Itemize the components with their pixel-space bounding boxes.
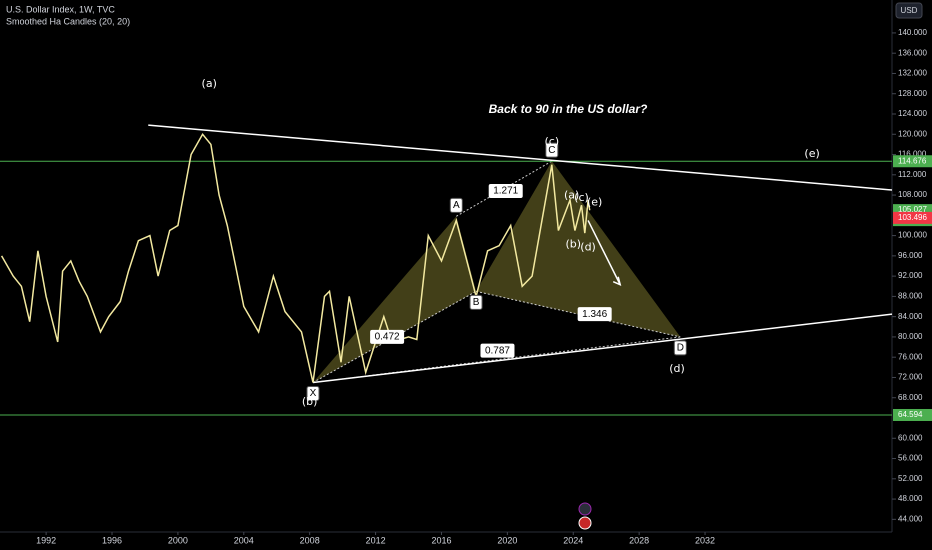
y-tick-label: 140.000 bbox=[898, 28, 927, 37]
y-tick-label: 96.000 bbox=[898, 251, 923, 260]
y-tick-label: 72.000 bbox=[898, 373, 923, 382]
x-tick-label: 2012 bbox=[366, 535, 386, 545]
price-label: 64.594 bbox=[898, 410, 923, 419]
x-tick-label: 2020 bbox=[497, 535, 517, 545]
y-tick-label: 84.000 bbox=[898, 312, 923, 321]
ratio-box bbox=[488, 184, 523, 199]
ratio-label: 1.346 bbox=[582, 309, 607, 320]
wave-label: (e) bbox=[804, 147, 819, 160]
ratio-label: 1.271 bbox=[493, 186, 518, 197]
plot-area: 0.472 1.271 1.346 0.787 X A B C D (a) (b) (c) (d) (e)… bbox=[0, 77, 893, 416]
wave-label: (a) bbox=[564, 189, 579, 202]
y-tick-label: 120.000 bbox=[898, 129, 927, 138]
point-label: D bbox=[677, 343, 684, 354]
price-label: 103.496 bbox=[898, 213, 927, 222]
x-tick-label: 2028 bbox=[629, 535, 649, 545]
price-label-box bbox=[893, 408, 932, 421]
y-tick-label: 68.000 bbox=[898, 393, 923, 402]
point-box bbox=[469, 294, 483, 310]
y-tick-label: 44.000 bbox=[898, 514, 923, 523]
wave-label: (c) bbox=[545, 135, 560, 148]
y-tick-label: 100.000 bbox=[898, 231, 927, 240]
y-tick-label: 76.000 bbox=[898, 352, 923, 361]
y-tick-label: 108.000 bbox=[898, 190, 927, 199]
x-tick-label: 2004 bbox=[234, 535, 254, 545]
event-icon[interactable] bbox=[578, 502, 592, 516]
ratio-box bbox=[370, 329, 405, 344]
x-tick-label: 2024 bbox=[563, 535, 583, 545]
y-tick-label: 48.000 bbox=[898, 494, 923, 503]
trendline bbox=[148, 124, 893, 191]
y-tick-label: 56.000 bbox=[898, 454, 923, 463]
wave-label: (a) bbox=[202, 77, 217, 90]
indicator-name: Smoothed Ha Candles (20, 20) bbox=[6, 16, 130, 26]
x-tick-label: 1992 bbox=[36, 535, 56, 545]
y-tick-label: 52.000 bbox=[898, 474, 923, 483]
x-tick-label: 2008 bbox=[300, 535, 320, 545]
price-label-box bbox=[893, 211, 932, 224]
x-tick-label: 2016 bbox=[431, 535, 451, 545]
ratio-label: 0.472 bbox=[375, 332, 400, 343]
y-tick-label: 60.000 bbox=[898, 433, 923, 442]
price-label: 114.676 bbox=[898, 156, 927, 165]
y-tick-label: 136.000 bbox=[898, 48, 927, 57]
point-label: B bbox=[473, 297, 480, 308]
annotation: Back to 90 in the US dollar? bbox=[489, 102, 648, 116]
y-tick-label: 92.000 bbox=[898, 271, 923, 280]
pattern-xab bbox=[312, 216, 477, 383]
wave-label: (d) bbox=[669, 362, 685, 375]
price-label-box bbox=[893, 155, 932, 168]
point-box bbox=[306, 386, 320, 402]
point-box bbox=[673, 340, 687, 356]
price-line bbox=[0, 132, 591, 383]
wave-label: (b) bbox=[302, 395, 318, 408]
y-tick-label: 128.000 bbox=[898, 89, 927, 98]
y-tick-label: 80.000 bbox=[898, 332, 923, 341]
x-tick-label: 1996 bbox=[102, 535, 122, 545]
y-tick-label: 116.000 bbox=[898, 150, 927, 159]
projection-arrow bbox=[587, 220, 621, 286]
currency-label[interactable]: USD bbox=[901, 6, 918, 15]
price-label: 105.027 bbox=[898, 205, 927, 214]
y-tick-label: 88.000 bbox=[898, 292, 923, 301]
point-box bbox=[449, 197, 463, 213]
ratio-box bbox=[577, 307, 612, 322]
symbol-title: U.S. Dollar Index, 1W, TVC bbox=[6, 4, 115, 14]
y-tick-label: 112.000 bbox=[898, 170, 927, 179]
y-tick-label: 132.000 bbox=[898, 69, 927, 78]
wave-label: (d) bbox=[580, 240, 596, 253]
point-label: C bbox=[548, 145, 555, 156]
y-tick-label: 124.000 bbox=[898, 109, 927, 118]
wave-label: (e) bbox=[587, 196, 602, 209]
x-tick-label: 2032 bbox=[695, 535, 715, 545]
point-label: A bbox=[453, 200, 460, 211]
currency-button[interactable] bbox=[895, 2, 923, 19]
wave-label: (b) bbox=[565, 238, 581, 251]
ratio-label: 0.787 bbox=[485, 345, 510, 356]
pattern-bcd bbox=[476, 161, 681, 337]
point-box bbox=[545, 142, 559, 158]
point-label: X bbox=[310, 388, 317, 399]
arrow-head bbox=[612, 276, 622, 287]
wave-label: (c) bbox=[574, 191, 589, 204]
trendline bbox=[312, 313, 893, 384]
ratio-box bbox=[480, 343, 515, 358]
x-tick-label: 2000 bbox=[168, 535, 188, 545]
event-icon[interactable] bbox=[578, 516, 592, 530]
